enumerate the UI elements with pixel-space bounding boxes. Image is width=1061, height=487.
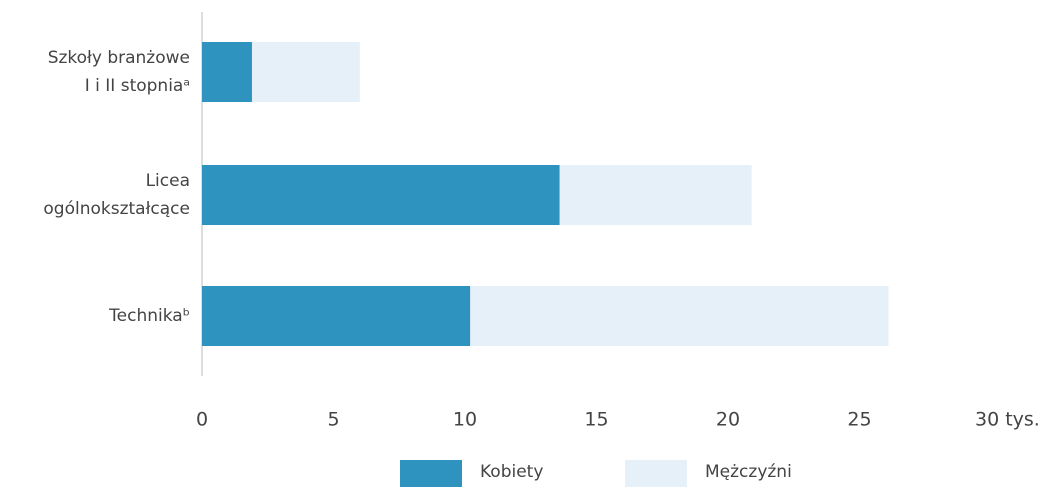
category-label: Technikaᵇ xyxy=(108,306,190,326)
x-tick-label: 15 xyxy=(584,409,608,431)
x-tick-label: 30 tys. xyxy=(975,409,1040,431)
x-tick-label: 20 xyxy=(716,409,740,431)
x-tick-label: 25 xyxy=(847,409,871,431)
legend-label: Mężczyźni xyxy=(705,462,792,482)
legend-swatch xyxy=(400,460,462,487)
bar-segment xyxy=(251,42,360,102)
category-label: I i II stopniaᵃ xyxy=(85,76,190,96)
legend-swatch xyxy=(625,460,687,487)
category-label: Szkoły branżowe xyxy=(48,48,190,68)
bar-segment xyxy=(202,165,560,225)
bar-segment xyxy=(559,165,752,225)
bar-segment xyxy=(470,286,889,346)
x-tick-label: 0 xyxy=(196,409,208,431)
legend-label: Kobiety xyxy=(480,462,543,482)
bar-segment xyxy=(202,286,471,346)
x-tick-label: 5 xyxy=(327,409,339,431)
category-label: Licea xyxy=(146,171,190,191)
category-label: ogólnokształcące xyxy=(43,199,190,219)
x-tick-label: 10 xyxy=(453,409,477,431)
bar-segment xyxy=(202,42,252,102)
